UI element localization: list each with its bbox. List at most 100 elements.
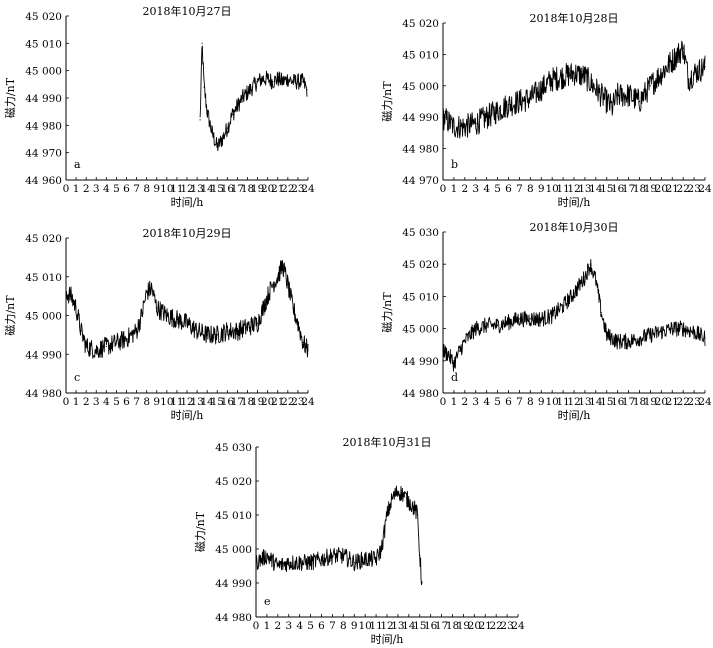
data-point [518,100,521,103]
panel-label: c [74,371,80,384]
y-axis-label: 磁力/nT [381,292,394,333]
data-point [693,331,695,333]
data-point [141,314,143,317]
x-tick-label: 17 [231,396,244,408]
data-point [540,88,542,90]
y-tick-label: 44 980 [215,612,252,624]
y-axis-label: 磁力/nT [381,81,394,122]
data-point [671,60,673,62]
x-tick-label: 24 [301,396,315,408]
data-point [600,311,602,314]
data-point [226,127,228,129]
x-tick-label: 10 [160,396,173,408]
x-tick-label: 15 [211,183,224,195]
x-tick-label: 15 [600,183,613,195]
y-axis-label: 磁力/nT [4,77,17,118]
x-tick-label: 20 [261,183,274,195]
x-tick-label: 6 [318,620,325,632]
x-tick-label: 5 [494,183,501,195]
x-tick-label: 20 [655,396,668,408]
series-line [255,485,423,586]
x-axis-label: 时间/h [371,633,404,646]
data-point [277,276,279,278]
x-tick-label: 7 [516,396,523,408]
x-tick-label: 16 [221,183,235,195]
x-tick-label: 17 [622,396,635,408]
x-tick-label: 9 [351,620,358,632]
data-point [282,81,284,83]
y-tick-label: 45 020 [215,476,252,488]
data-point [408,500,410,502]
y-tick-label: 44 990 [25,93,62,105]
x-tick-label: 9 [538,183,545,195]
x-tick-label: 3 [285,620,292,632]
data-point [176,318,178,320]
data-point [562,305,564,307]
x-tick-label: 13 [578,396,591,408]
x-tick-label: 1 [451,396,458,408]
y-tick-label: 45 010 [215,510,252,522]
data-point [287,283,289,286]
chart-title: 2018年10月29日 [143,226,232,240]
x-tick-label: 18 [446,620,459,632]
x-tick-label: 3 [93,396,100,408]
x-tick-label: 21 [271,183,284,195]
panel-label: b [451,158,458,171]
x-tick-label: 23 [687,183,700,195]
data-point [277,78,279,80]
x-tick-label: 8 [143,396,150,408]
x-tick-label: 10 [545,183,558,195]
y-tick-label: 45 010 [25,38,62,50]
y-tick-label: 44 990 [215,578,252,590]
data-point [246,91,249,94]
data-point [251,86,254,88]
x-tick-label: 24 [698,183,712,195]
data-point [606,100,608,103]
x-tick-label: 23 [687,396,700,408]
data-point [660,331,662,333]
x-tick-label: 20 [655,183,668,195]
data-point [199,119,201,121]
y-tick-label: 45 000 [25,311,62,323]
x-tick-label: 5 [494,396,501,408]
x-tick-label: 14 [589,396,603,408]
x-tick-label: 24 [511,620,525,632]
x-tick-label: 4 [296,620,303,632]
x-tick-label: 5 [113,396,120,408]
data-point [231,113,233,115]
x-tick-label: 14 [200,396,214,408]
panel-label: a [74,158,81,171]
data-point [85,345,87,348]
data-point [413,507,415,509]
x-tick-label: 4 [103,183,110,195]
y-tick-label: 44 960 [25,175,62,187]
x-axis-label: 时间/h [171,409,204,422]
x-tick-label: 0 [63,183,70,195]
y-tick-label: 44 990 [402,356,439,368]
data-point [156,307,158,309]
y-tick-label: 45 030 [215,442,252,454]
x-tick-label: 13 [190,396,203,408]
data-point [529,318,531,320]
data-point [166,314,168,317]
data-point [267,78,269,80]
data-point [297,322,299,324]
x-tick-label: 6 [505,183,512,195]
data-point [475,328,477,330]
data-point [475,122,477,125]
data-point [257,81,259,83]
data-point [584,276,586,278]
data-point [682,47,684,49]
x-tick-label: 17 [435,620,448,632]
x-tick-label: 14 [589,183,603,195]
x-tick-label: 11 [556,183,569,195]
data-point [331,555,333,557]
x-tick-label: 16 [611,183,625,195]
y-tick-label: 45 020 [402,259,439,271]
chart-title: 2018年10月31日 [343,435,432,449]
data-point [95,349,97,351]
data-point [136,330,138,332]
x-tick-label: 8 [527,396,534,408]
x-tick-label: 2 [83,396,90,408]
data-point [292,81,294,83]
